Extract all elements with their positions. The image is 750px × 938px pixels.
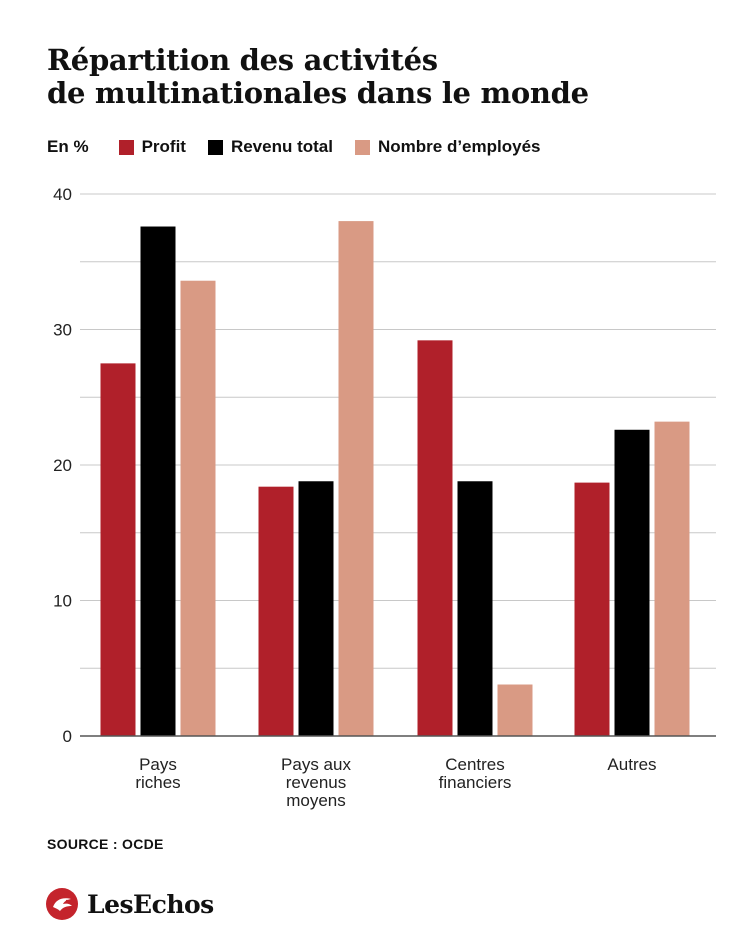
y-tick-label: 0 bbox=[63, 727, 72, 746]
x-tick-label-line: Pays aux bbox=[281, 755, 351, 774]
y-tick-label: 40 bbox=[53, 185, 72, 204]
bar-revenu-total-3 bbox=[615, 430, 650, 736]
x-tick-label: Pays riches bbox=[135, 755, 180, 792]
legend-item-profit: Profit bbox=[119, 137, 186, 157]
legend-swatch-revenu-total bbox=[208, 140, 223, 155]
brand-name: LesEchos bbox=[87, 890, 214, 919]
x-tick-label: Pays aux revenus moyens bbox=[281, 755, 351, 810]
legend-swatch-profit bbox=[119, 140, 134, 155]
legend-item-nombre-employes: Nombre d’employés bbox=[355, 137, 541, 157]
bar-revenu-total-0 bbox=[141, 227, 176, 736]
x-tick-label: Autres bbox=[607, 755, 656, 774]
bar-revenu-total-1 bbox=[299, 481, 334, 736]
x-tick-label-line: financiers bbox=[439, 773, 512, 792]
bar-profit-0 bbox=[101, 363, 136, 736]
x-tick-label-line: riches bbox=[135, 773, 180, 792]
y-tick-label: 20 bbox=[53, 456, 72, 475]
bar-revenu-total-2 bbox=[458, 481, 493, 736]
x-tick-label-line: Centres bbox=[445, 755, 505, 774]
x-tick-label-line: Pays bbox=[139, 755, 177, 774]
bar-nombre-d-employ-s-2 bbox=[498, 685, 533, 736]
legend-label-nombre-employes: Nombre d’employés bbox=[378, 137, 541, 157]
y-tick-label: 10 bbox=[53, 592, 72, 611]
source-note: SOURCE : OCDE bbox=[47, 836, 164, 852]
unit-label: En % bbox=[47, 137, 89, 157]
legend-label-revenu-total: Revenu total bbox=[231, 137, 333, 157]
bar-profit-3 bbox=[575, 483, 610, 736]
legend-label-profit: Profit bbox=[142, 137, 186, 157]
chart-title-line-2: de multinationales dans le monde bbox=[47, 77, 589, 110]
bar-nombre-d-employ-s-1 bbox=[339, 221, 374, 736]
bar-nombre-d-employ-s-3 bbox=[655, 422, 690, 736]
bar-profit-1 bbox=[259, 487, 294, 736]
legend: En % Profit Revenu total Nombre d’employ… bbox=[47, 137, 562, 157]
les-echos-logo-icon bbox=[45, 887, 79, 921]
legend-item-revenu-total: Revenu total bbox=[208, 137, 333, 157]
bar-chart: 0 10 20 30 40 Pays riches Pays aux revenus moyens… bbox=[0, 180, 750, 825]
legend-swatch-nombre-employes bbox=[355, 140, 370, 155]
y-tick-label: 30 bbox=[53, 321, 72, 340]
bar-profit-2 bbox=[418, 340, 453, 736]
x-tick-label-line: Autres bbox=[607, 755, 656, 774]
x-tick-label-line: moyens bbox=[286, 791, 346, 810]
x-tick-label-line: revenus bbox=[286, 773, 346, 792]
chart-title-line-1: Répartition des activités bbox=[47, 44, 589, 77]
x-tick-label: Centres financiers bbox=[439, 755, 512, 792]
brand: LesEchos bbox=[45, 887, 214, 921]
bar-nombre-d-employ-s-0 bbox=[181, 281, 216, 736]
chart-title: Répartition des activités de multination… bbox=[47, 44, 589, 110]
